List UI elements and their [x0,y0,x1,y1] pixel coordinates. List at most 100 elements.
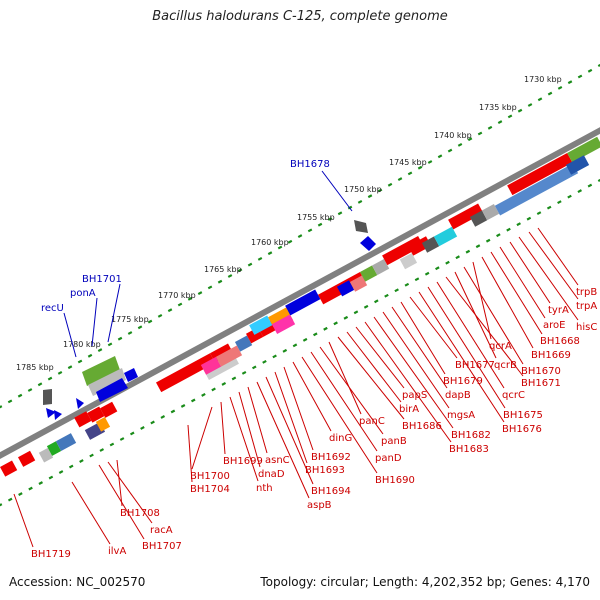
reverse-gene-label[interactable]: mgsA [447,410,475,421]
reverse-gene-label[interactable]: panC [359,416,385,427]
gene-feature[interactable] [234,335,253,352]
gene-feature[interactable] [249,315,273,335]
reverse-gene-label[interactable]: BH1694 [311,486,351,497]
reverse-gene-label[interactable]: BH1719 [31,549,71,560]
forward-arrow[interactable] [54,410,62,420]
reverse-gene-label[interactable]: BH1676 [502,424,542,435]
forward-arrow[interactable] [76,398,84,409]
gene-feature[interactable] [74,411,92,428]
gene-feature[interactable] [469,210,488,227]
gene-feature[interactable] [565,155,590,175]
gene-feature[interactable] [46,441,62,456]
reverse-gene-label[interactable]: BH1692 [311,452,351,463]
forward-arrow[interactable] [96,378,128,402]
forward-arrow[interactable] [46,408,56,418]
reverse-gene-label[interactable]: BH1704 [190,484,230,495]
forward-gene-block[interactable] [43,389,52,405]
reverse-gene-label[interactable]: panD [375,453,402,464]
gene-feature[interactable] [481,204,500,221]
reverse-gene-label[interactable]: hisC [576,322,597,333]
reverse-gene-label[interactable]: qcrC [502,390,525,401]
reverse-gene-label[interactable]: papS [402,390,427,401]
gene-feature[interactable] [95,417,111,432]
reverse-gene-label[interactable]: dinG [329,433,352,444]
gene-feature[interactable] [87,406,105,423]
reverse-gene-label[interactable]: BH1668 [540,336,580,347]
gene-feature[interactable] [18,450,36,467]
reverse-gene-label[interactable]: asnC [265,455,290,466]
gene-feature[interactable] [156,353,216,393]
gene-feature[interactable] [349,275,368,292]
reverse-gene-label[interactable]: aroE [543,320,565,331]
reverse-gene-label[interactable]: BH1708 [120,508,160,519]
gene-feature[interactable] [494,163,579,216]
forward-gene-label[interactable]: ponA [70,288,96,299]
gene-feature[interactable] [0,460,18,477]
reverse-gene-label[interactable]: BH1683 [449,444,489,455]
gene-feature[interactable] [200,356,222,375]
forward-gene-label[interactable]: recU [41,303,64,314]
reverse-gene-label[interactable]: BH1690 [375,475,415,486]
forward-gene-block[interactable] [88,368,126,396]
reverse-leader-line [292,361,332,432]
reverse-gene-label[interactable]: nth [256,483,273,494]
topology-text: Topology: circular; Length: 4,202,352 bp… [260,575,590,589]
gene-feature[interactable] [55,433,77,451]
reverse-gene-label[interactable]: tyrA [548,305,569,316]
forward-gene-label[interactable]: BH1701 [82,274,122,285]
gene-feature[interactable] [567,136,600,163]
reverse-gene-label[interactable]: BH1707 [142,541,182,552]
forward-gene-label[interactable]: BH1678 [290,159,330,170]
gene-feature[interactable] [382,235,424,266]
reverse-gene-label[interactable]: ilvA [108,546,126,557]
gene-feature[interactable] [215,345,243,367]
outer-dotted-track [0,63,600,410]
reverse-leader-line [107,461,153,524]
gene-feature[interactable] [268,307,292,327]
reverse-gene-label[interactable]: BH1686 [402,421,442,432]
reverse-gene-label[interactable]: BH1677 [455,360,495,371]
forward-gene-block[interactable] [82,356,120,386]
reverse-gene-label[interactable]: BH1699 [223,456,263,467]
gene-feature[interactable] [507,152,573,196]
gene-feature[interactable] [336,280,355,297]
scale-tick-label: 1755 kbp [297,213,335,222]
forward-arrow[interactable] [124,368,138,382]
reverse-leader-line [229,396,259,482]
reverse-gene-label[interactable]: BH1693 [305,465,345,476]
reverse-gene-label[interactable]: dapB [445,390,471,401]
gene-feature[interactable] [285,289,321,316]
reverse-gene-label[interactable]: BH1675 [503,410,543,421]
gene-feature[interactable] [433,226,458,247]
inner-track-dot [28,486,33,491]
reverse-gene-label[interactable]: trpB [576,287,597,298]
gene-feature[interactable] [360,265,378,282]
reverse-gene-label[interactable]: BH1671 [521,378,561,389]
forward-gene-block[interactable] [354,220,368,233]
outer-track-dot [167,308,173,313]
reverse-gene-label[interactable]: racA [150,525,173,536]
reverse-gene-label[interactable]: BH1669 [531,350,571,361]
reverse-gene-label[interactable]: birA [399,404,419,415]
reverse-gene-label[interactable]: BH1700 [190,471,230,482]
reverse-gene-label[interactable]: panB [381,436,407,447]
reverse-gene-label[interactable]: trpA [576,301,597,312]
inner-track-dot [496,233,501,238]
reverse-gene-label[interactable]: BH1679 [443,376,483,387]
reverse-gene-label[interactable]: BH1682 [451,430,491,441]
forward-arrow[interactable] [360,236,376,251]
reverse-gene-label[interactable]: BH1670 [521,366,561,377]
gene-feature[interactable] [271,314,296,334]
gene-feature[interactable] [448,203,484,230]
gene-feature[interactable] [372,259,390,276]
gene-feature[interactable] [100,401,118,418]
outer-track-dot [177,302,183,307]
gene-feature[interactable] [408,236,432,256]
gene-feature[interactable] [399,253,418,270]
gene-feature[interactable] [421,236,440,253]
reverse-gene-label[interactable]: aspB [307,500,332,511]
reverse-gene-label[interactable]: dnaD [258,469,285,480]
gene-feature[interactable] [38,447,54,463]
reverse-gene-label[interactable]: qcrB [494,360,517,371]
